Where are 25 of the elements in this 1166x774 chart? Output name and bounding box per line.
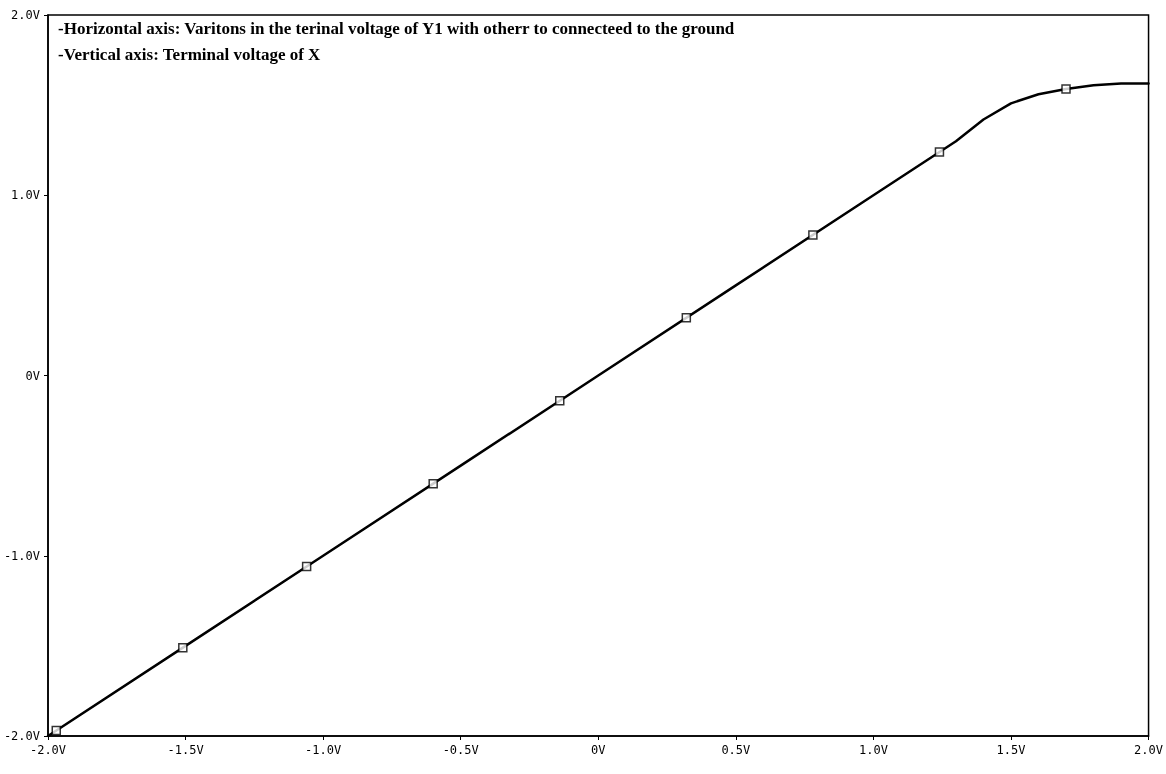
- point: [178, 642, 188, 653]
- y-tick-label: 1.0V: [11, 188, 40, 203]
- point: [428, 478, 438, 489]
- x-tick-label: -1.0V: [305, 743, 342, 757]
- point: [934, 147, 945, 157]
- point: [681, 313, 692, 323]
- annotation: -Vertical axis: Terminal voltage of X: [58, 45, 322, 64]
- x-tick-label: 1.0V: [858, 743, 888, 757]
- x-tick-label: 0V: [591, 743, 606, 757]
- x-tick-label: -2.0V: [29, 743, 67, 757]
- x-tick-label: 2.0V: [1134, 743, 1163, 757]
- point: [301, 561, 312, 572]
- point: [51, 725, 61, 736]
- point: [808, 230, 818, 240]
- y-tick-label: -2.0V: [3, 729, 40, 743]
- y-tick-label: 0V: [25, 368, 40, 383]
- x-tick-label: 0.5V: [721, 743, 751, 757]
- x-tick-label: -0.5V: [442, 743, 479, 757]
- x-tick-label: -1.5V: [167, 743, 204, 757]
- point: [1061, 84, 1071, 94]
- y-tick-label: 2.0V: [11, 8, 40, 22]
- y-tick-label: -1.0V: [3, 548, 40, 563]
- annotation: -Horizontal axis: Varitons in the terinal voltage of Y1 with otherr to connecteed to the ground: [58, 19, 735, 38]
- x-tick-label: 1.5V: [996, 743, 1026, 757]
- point: [555, 395, 565, 406]
